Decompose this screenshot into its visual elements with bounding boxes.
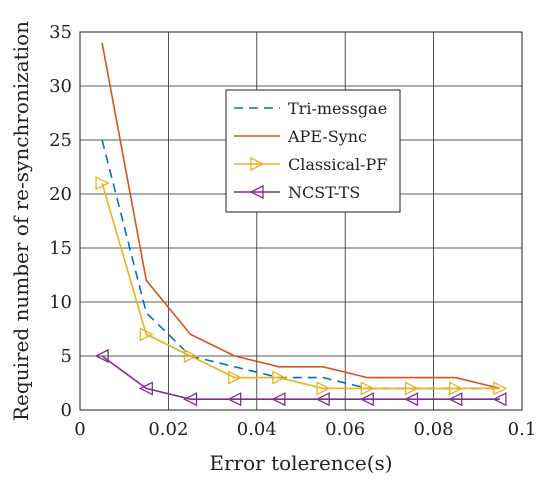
legend-items: Tri-messgae APE-Sync Classical-PF NCST-TS [234, 99, 387, 202]
data-point-classical-pf [139, 327, 154, 342]
series-line-ncst-ts [101, 355, 500, 400]
data-point-classical-pf [95, 176, 110, 191]
y-axis-title: Required number of re-synchronization [9, 21, 33, 421]
y-tick-label: 5 [61, 346, 72, 367]
x-tick-label: 0.1 [508, 419, 537, 440]
legend-label: Classical-PF [288, 155, 387, 174]
data-point-classical-pf [404, 381, 419, 396]
data-point-ncst-ts [404, 392, 419, 407]
data-point-ncst-ts [271, 392, 286, 407]
data-point-classical-pf [183, 348, 198, 364]
legend: Tri-messgae APE-Sync Classical-PF NCST-TS [225, 89, 401, 213]
series-line-ape-sync [101, 42, 501, 390]
series-line-classical-pf [101, 182, 500, 390]
data-point-ncst-ts [448, 392, 463, 407]
x-tick-label: 0.02 [148, 419, 188, 440]
data-point-classical-pf [272, 370, 287, 385]
y-tick-label: 25 [49, 130, 72, 151]
legend-marker [250, 156, 265, 172]
y-tick-label: 30 [49, 76, 72, 97]
data-point-classical-pf [449, 381, 464, 396]
data-point-ncst-ts [138, 381, 153, 396]
y-tick-label: 10 [49, 292, 72, 313]
data-point-classical-pf [360, 381, 375, 396]
x-tick-label: 0.04 [237, 419, 277, 440]
x-tick-label: 0 [74, 419, 85, 440]
data-point-ncst-ts [227, 392, 242, 407]
x-tick-label: 0.06 [325, 419, 365, 440]
data-point-ncst-ts [359, 392, 374, 407]
data-point-ncst-ts [315, 392, 330, 407]
data-point-classical-pf [493, 381, 508, 396]
plot-area-frame [79, 31, 523, 411]
x-tick-label: 0.08 [414, 419, 454, 440]
legend-label: APE-Sync [287, 127, 367, 146]
y-tick-label: 35 [49, 22, 72, 43]
series-lines [101, 42, 501, 400]
y-tick-label: 0 [61, 400, 72, 421]
y-tick-label: 15 [49, 238, 72, 259]
legend-marker [249, 184, 264, 200]
data-point-classical-pf [316, 381, 331, 396]
grid-lines [80, 32, 522, 410]
data-point-ncst-ts [94, 348, 109, 364]
y-tick-label: 20 [49, 184, 72, 205]
data-point-ncst-ts [183, 392, 198, 407]
data-point-ncst-ts [492, 392, 507, 407]
x-axis-title: Error tolerence(s) [209, 451, 392, 475]
legend-label: Tri-messgae [288, 99, 387, 118]
series-markers [94, 176, 508, 407]
legend-label: NCST-TS [288, 183, 360, 202]
data-point-classical-pf [228, 370, 243, 385]
axis-ticks: 0 0.02 0.04 0.06 0.08 0.1 0 5 10 15 20 25 30 35 [49, 22, 536, 440]
